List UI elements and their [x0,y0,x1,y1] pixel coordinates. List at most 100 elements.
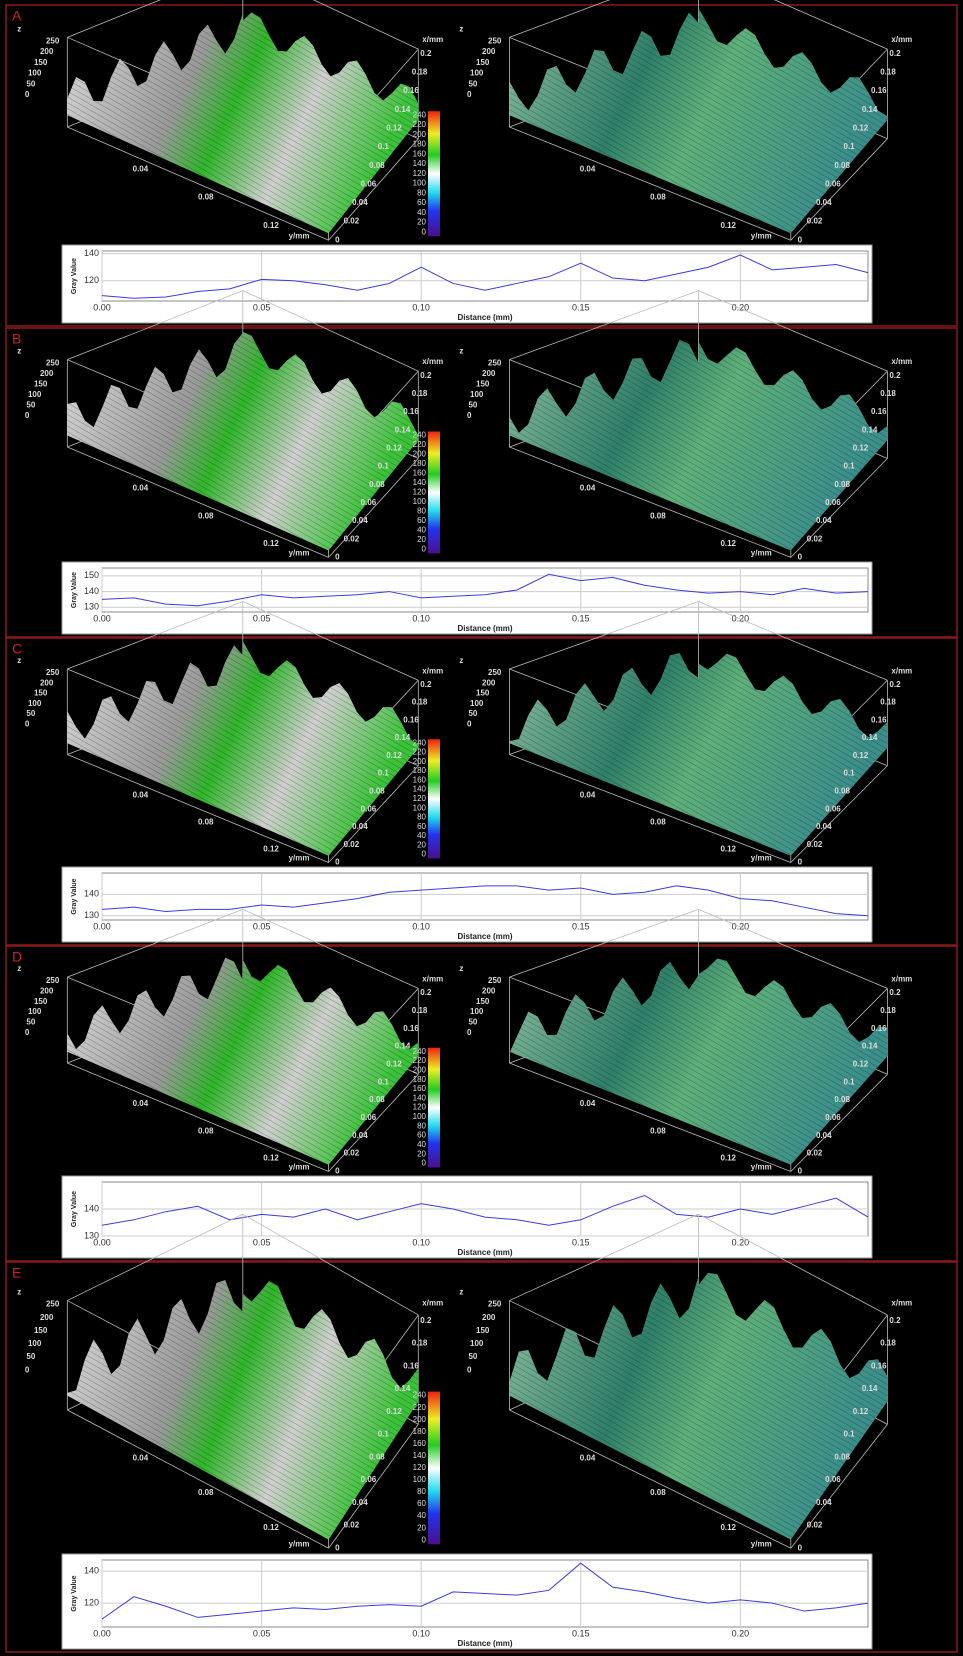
x-tick-label: 0.14 [395,1042,411,1051]
x-tick-label: 0.15 [572,921,590,931]
colorbar-tick-label: 80 [417,1487,426,1496]
z-tick-label: 200 [482,1313,496,1322]
x-tick-label: 0.1 [844,1430,856,1439]
colorbar-tick-label: 240 [413,110,427,119]
y-tick-label: 140 [84,1566,99,1576]
y-tick-label: 0.04 [133,484,149,493]
y-tick-label: 0.04 [580,1454,596,1463]
z-tick-label: 50 [468,401,477,410]
x-tick-label: 0.1 [378,1430,390,1439]
x-tick-label: 0.05 [253,1237,271,1247]
y-axis-label: Gray Value [71,1191,78,1227]
z-tick-label: 0 [25,1028,30,1037]
x-tick-label: 0 [335,1167,340,1176]
y-tick-label: 0.04 [580,1099,596,1108]
x-tick-label: 0 [335,553,340,562]
y-tick-label: 0.12 [720,1523,736,1532]
colorbar-tick-label: 0 [422,227,427,236]
x-tick-label: 0.15 [572,613,590,623]
z-tick-label: 0 [25,719,30,728]
x-tick-label: 0.00 [93,613,111,623]
z-axis-label: z [459,656,463,665]
colorbar-tick-label: 180 [413,140,427,149]
colorbar-tick-label: 40 [417,208,426,217]
x-tick-label: 0.06 [361,804,377,813]
z-axis-label: z [17,1288,21,1297]
x-tick-label: 0.10 [412,302,430,312]
x-tick-label: 0.05 [253,302,271,312]
colorbar-tick-label: 0 [422,1159,427,1168]
colorbar-tick-label: 140 [413,785,427,794]
colorbar-tick-label: 20 [417,218,426,227]
x-tick-label: 0.1 [844,1077,856,1086]
z-axis-label: z [17,24,21,33]
colorbar-tick-label: 200 [413,1065,427,1074]
z-tick-label: 250 [488,668,502,677]
y-axis-label: y/mm [289,231,310,240]
y-axis-label: Gray Value [71,1575,78,1611]
panel-label: E [12,1265,21,1281]
colorbar-tick-label: 0 [422,1535,427,1544]
z-tick-label: 50 [26,1352,35,1361]
colorbar-tick-label: 160 [413,1084,427,1093]
y-axis-label: y/mm [751,1163,772,1172]
x-tick-label: 0.14 [395,733,411,742]
x-tick-label: 0.10 [412,1237,430,1247]
x-tick-label: 0.16 [871,1361,887,1370]
colorbar-tick-label: 40 [417,1511,426,1520]
z-tick-label: 200 [482,47,496,56]
z-tick-label: 100 [28,699,42,708]
x-tick-label: 0.04 [816,1498,832,1507]
x-tick-label: 0.2 [889,680,901,689]
x-tick-label: 0.1 [844,769,856,778]
colorbar-tick-label: 140 [413,159,427,168]
x-tick-label: 0.04 [352,1498,368,1507]
x-tick-label: 0.1 [378,142,390,151]
x-tick-label: 0.14 [862,425,878,434]
x-tick-label: 0 [798,858,803,867]
x-tick-label: 0.12 [386,1059,402,1068]
x-axis-label: Distance (mm) [457,932,512,941]
x-tick-label: 0.18 [880,1339,896,1348]
y-tick-label: 0.12 [263,1523,279,1532]
x-tick-label: 0.12 [853,443,869,452]
colorbar-tick-label: 160 [413,469,427,478]
y-axis-label: Gray Value [71,258,78,294]
z-tick-label: 100 [28,1007,42,1016]
y-tick-label: 0.08 [198,1126,214,1135]
y-tick-label: 0.12 [263,221,279,230]
x-axis-label: x/mm [422,1299,443,1308]
x-axis-label: x/mm [422,666,443,675]
y-tick-label: 130 [84,602,99,612]
x-tick-label: 0.00 [93,1237,111,1247]
profile-box [62,1554,872,1649]
z-axis-label: z [459,24,463,33]
x-axis-label: Distance (mm) [457,624,512,633]
figure: Az250200150100500x/mm0.20.180.160.140.12… [0,0,963,1656]
x-tick-label: 0.18 [412,68,428,77]
z-tick-label: 0 [467,1028,472,1037]
colorbar-tick-label: 220 [413,1056,427,1065]
x-tick-label: 0.12 [386,443,402,452]
colorbar-tick-label: 140 [413,1093,427,1102]
x-tick-label: 0 [335,858,340,867]
colorbar-tick-label: 0 [422,545,427,554]
colorbar-tick-label: 100 [413,497,427,506]
x-tick-label: 0.18 [880,1006,896,1015]
y-tick-label: 0.04 [580,791,596,800]
x-tick-label: 0.2 [889,49,901,58]
z-tick-label: 150 [476,58,490,67]
x-tick-label: 0.2 [889,988,901,997]
x-tick-label: 0.16 [403,1361,419,1370]
colorbar-tick-label: 100 [413,803,427,812]
z-axis-label: z [459,1288,463,1297]
x-tick-label: 0.14 [862,1384,878,1393]
x-tick-label: 0.02 [807,1521,823,1530]
z-tick-label: 250 [488,359,502,368]
x-tick-label: 0.15 [572,1628,590,1638]
x-tick-label: 0.14 [862,733,878,742]
x-tick-label: 0.20 [732,1628,750,1638]
x-tick-label: 0.12 [386,1407,402,1416]
z-tick-label: 150 [476,997,490,1006]
y-axis-label: y/mm [289,1163,310,1172]
